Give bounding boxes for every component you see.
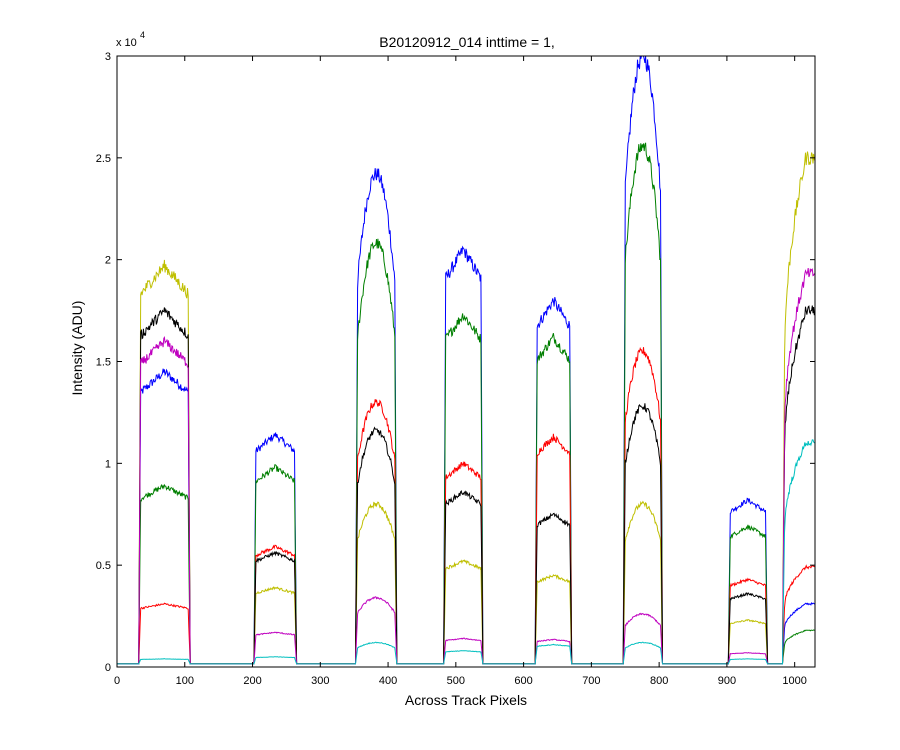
x-tick-label: 1000 bbox=[782, 675, 806, 687]
y-tick-label: 3 bbox=[105, 51, 111, 63]
y-tick-label: 2.5 bbox=[96, 153, 111, 165]
x-tick-label: 900 bbox=[718, 675, 736, 687]
x-tick-label: 0 bbox=[114, 675, 120, 687]
y-tick-label: 1.5 bbox=[96, 357, 111, 369]
x-tick-label: 600 bbox=[514, 675, 532, 687]
x-tick-label: 200 bbox=[243, 675, 261, 687]
y-tick-label: 0.5 bbox=[96, 560, 111, 572]
x-tick-label: 500 bbox=[447, 675, 465, 687]
x-axis-label: Across Track Pixels bbox=[405, 692, 527, 708]
x-tick-label: 800 bbox=[650, 675, 668, 687]
x-tick-label: 400 bbox=[379, 675, 397, 687]
y-tick-label: 2 bbox=[105, 255, 111, 267]
tick-layer: 0 100 200 300 400 500 600 700 800 900 1000 0 0.5 1 1.5… bbox=[96, 51, 815, 687]
y-exponent-label: x 10 bbox=[116, 37, 137, 49]
chart-title: B20120912_014 inttime = 1, bbox=[379, 34, 555, 50]
series-layer bbox=[117, 55, 816, 665]
series-line-7 bbox=[117, 439, 816, 665]
x-tick-label: 100 bbox=[176, 675, 194, 687]
y-tick-label: 0 bbox=[105, 662, 111, 674]
y-exponent-power: 4 bbox=[140, 30, 145, 40]
y-tick-label: 1 bbox=[105, 458, 111, 470]
y-axis-label: Intensity (ADU) bbox=[69, 301, 85, 396]
x-tick-label: 300 bbox=[311, 675, 329, 687]
x-tick-label: 700 bbox=[582, 675, 600, 687]
